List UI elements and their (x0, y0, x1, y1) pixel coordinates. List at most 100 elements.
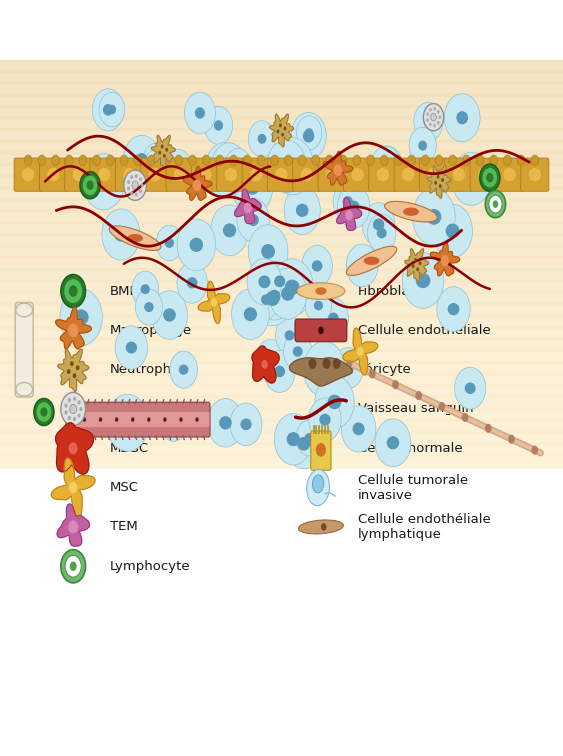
FancyBboxPatch shape (0, 244, 563, 259)
Polygon shape (270, 114, 294, 147)
Text: Cellule normale: Cellule normale (358, 442, 462, 455)
Ellipse shape (103, 104, 113, 116)
Ellipse shape (319, 414, 330, 426)
Circle shape (127, 180, 130, 184)
Circle shape (371, 146, 401, 187)
Ellipse shape (427, 168, 440, 181)
FancyBboxPatch shape (0, 175, 563, 190)
Circle shape (489, 195, 502, 213)
FancyArrowPatch shape (190, 400, 191, 403)
Ellipse shape (174, 162, 182, 171)
Circle shape (333, 164, 342, 176)
Ellipse shape (275, 168, 288, 181)
Circle shape (243, 155, 251, 166)
Circle shape (305, 288, 332, 323)
Ellipse shape (169, 420, 178, 429)
Circle shape (70, 562, 77, 571)
Circle shape (115, 417, 118, 422)
Circle shape (195, 417, 199, 422)
Circle shape (257, 155, 265, 166)
Circle shape (408, 155, 415, 166)
Polygon shape (337, 198, 361, 231)
Ellipse shape (297, 283, 345, 299)
FancyBboxPatch shape (0, 407, 563, 422)
Ellipse shape (285, 159, 300, 174)
Circle shape (73, 373, 77, 378)
Ellipse shape (351, 168, 364, 181)
FancyArrowPatch shape (74, 436, 75, 439)
Ellipse shape (377, 228, 387, 238)
Ellipse shape (305, 433, 314, 443)
Circle shape (439, 184, 441, 188)
FancyBboxPatch shape (0, 361, 563, 376)
FancyArrowPatch shape (122, 436, 123, 439)
Circle shape (441, 178, 444, 182)
Ellipse shape (141, 284, 150, 294)
Ellipse shape (377, 168, 389, 181)
Ellipse shape (356, 259, 368, 271)
Circle shape (439, 402, 445, 411)
Ellipse shape (16, 383, 33, 396)
Circle shape (230, 403, 262, 446)
Ellipse shape (403, 208, 419, 216)
Ellipse shape (285, 330, 294, 341)
Ellipse shape (343, 362, 354, 373)
FancyBboxPatch shape (15, 302, 33, 397)
Ellipse shape (529, 168, 541, 181)
Circle shape (271, 155, 279, 166)
Circle shape (284, 333, 312, 370)
Ellipse shape (402, 168, 414, 181)
Ellipse shape (348, 200, 359, 212)
Ellipse shape (98, 168, 110, 181)
Circle shape (41, 407, 47, 417)
Circle shape (482, 168, 497, 187)
FancyBboxPatch shape (369, 158, 397, 191)
Circle shape (426, 113, 429, 116)
Circle shape (375, 419, 411, 466)
FancyArrowPatch shape (163, 400, 164, 403)
Polygon shape (323, 151, 352, 185)
FancyArrowPatch shape (108, 436, 109, 439)
Circle shape (252, 280, 280, 319)
FancyArrowPatch shape (115, 436, 116, 439)
Circle shape (276, 129, 279, 133)
Circle shape (323, 358, 330, 369)
Circle shape (208, 398, 244, 447)
FancyBboxPatch shape (267, 158, 296, 191)
Circle shape (106, 394, 149, 451)
Circle shape (369, 369, 376, 378)
Polygon shape (51, 458, 95, 517)
Circle shape (302, 246, 332, 287)
Ellipse shape (248, 214, 259, 226)
Polygon shape (289, 358, 352, 386)
Circle shape (368, 214, 396, 253)
Ellipse shape (346, 246, 397, 275)
Circle shape (166, 150, 191, 183)
FancyArrowPatch shape (190, 436, 191, 439)
Circle shape (79, 155, 87, 166)
Circle shape (132, 181, 138, 190)
Ellipse shape (73, 168, 85, 181)
Circle shape (189, 155, 196, 166)
Circle shape (93, 155, 101, 166)
FancyBboxPatch shape (0, 337, 563, 352)
Circle shape (274, 414, 312, 465)
Circle shape (38, 155, 46, 166)
FancyBboxPatch shape (0, 209, 563, 225)
Circle shape (462, 413, 468, 422)
Circle shape (161, 155, 169, 166)
Circle shape (437, 175, 440, 178)
FancyArrowPatch shape (128, 436, 129, 439)
Ellipse shape (174, 168, 186, 181)
Circle shape (163, 417, 167, 422)
Polygon shape (405, 249, 429, 281)
Polygon shape (151, 135, 176, 168)
Ellipse shape (120, 415, 135, 431)
Ellipse shape (373, 218, 385, 231)
FancyBboxPatch shape (394, 158, 422, 191)
Circle shape (394, 155, 402, 166)
FancyBboxPatch shape (0, 82, 563, 97)
Circle shape (263, 260, 296, 303)
Ellipse shape (448, 303, 459, 315)
Ellipse shape (281, 287, 294, 301)
